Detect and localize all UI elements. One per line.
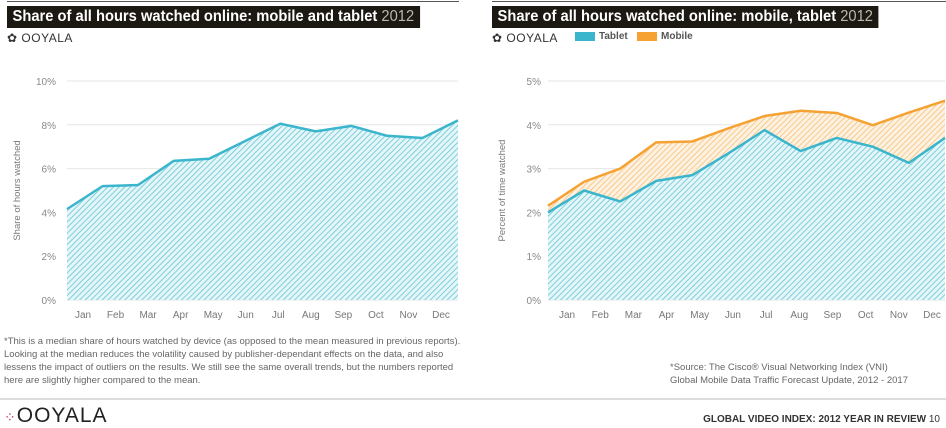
x-tick-label: Jan (559, 310, 575, 321)
source-line-1: *Source: The Cisco® Visual Networking In… (670, 362, 888, 373)
x-tick-label: Feb (107, 310, 125, 321)
footer-brand: OOYALA (16, 404, 108, 427)
y-tick-label: 2% (527, 208, 542, 219)
x-tick-label: Jul (760, 310, 773, 321)
y-tick-label: 3% (527, 165, 542, 176)
brand-text: OOYALA (21, 31, 73, 45)
divider (492, 1, 946, 2)
x-tick-label: Jul (272, 310, 285, 321)
x-tick-label: Jun (238, 310, 254, 321)
x-tick-label: Aug (302, 310, 320, 321)
right-chart: 0% 1% 2% 3% 4% 5% Percent of time watched Jan Fe… (497, 77, 946, 321)
left-chart: 0% 2% 4% 6% 8% 10% Share of hours watched Jan Fe… (12, 77, 459, 321)
right-chart-title: Share of all hours watched online: mobil… (492, 6, 879, 28)
flower-icon: ✿ (492, 31, 503, 45)
y-axis-label: Share of hours watched (12, 140, 23, 240)
x-tick-label: Nov (400, 310, 418, 321)
ooyala-logo: ✿ OOYALA (7, 31, 73, 45)
legend-label: Tablet (599, 31, 628, 42)
brand-text: OOYALA (506, 31, 558, 45)
title-text: Share of all hours watched online: mobil… (497, 8, 837, 25)
x-tick-label: Oct (368, 310, 384, 321)
y-tick-label: 0% (42, 296, 57, 307)
legend-swatch (637, 32, 657, 41)
y-tick-label: 0% (527, 296, 542, 307)
y-tick-label: 5% (527, 77, 542, 88)
line-tablet (547, 128, 946, 214)
y-tick-label: 1% (527, 252, 542, 263)
area-series (67, 120, 458, 300)
x-tick-label: Oct (858, 310, 874, 321)
x-tick-label: Mar (625, 310, 643, 321)
x-tick-label: Sep (334, 310, 352, 321)
line-series (66, 119, 459, 211)
y-tick-label: 6% (42, 165, 57, 176)
y-axis-label: Percent of time watched (497, 140, 508, 242)
title-text: Share of all hours watched online: mobil… (12, 8, 378, 25)
source-line-2: Global Mobile Data Traffic Forecast Upda… (670, 375, 908, 386)
x-tick-label: Jan (75, 310, 91, 321)
y-tick-label: 8% (42, 121, 57, 132)
area-tablet (548, 130, 945, 300)
legend-label: Mobile (661, 31, 693, 42)
x-tick-label: Feb (592, 310, 610, 321)
legend-swatch (575, 32, 595, 41)
legend-tablet: Tablet (575, 31, 628, 42)
x-tick-label: Mar (139, 310, 157, 321)
x-tick-label: Aug (790, 310, 808, 321)
x-tick-label: Dec (432, 310, 450, 321)
x-tick-label: Dec (923, 310, 941, 321)
left-chart-title: Share of all hours watched online: mobil… (7, 6, 420, 28)
footnote: *This is a median share of hours watched… (4, 336, 461, 386)
footer-report: GLOBAL VIDEO INDEX: 2012 YEAR IN REVIEW … (703, 414, 940, 425)
title-year: 2012 (840, 8, 873, 25)
line-mobile (547, 99, 946, 207)
y-tick-label: 4% (527, 121, 542, 132)
x-tick-label: Apr (173, 310, 189, 321)
page-number: 10 (928, 414, 940, 425)
footer-logo: ⁘OOYALA (4, 404, 108, 428)
area-mobile (548, 100, 945, 213)
ooyala-logo: ✿ OOYALA (492, 31, 558, 45)
x-tick-label: Apr (659, 310, 675, 321)
dots-icon: ⁘ (4, 409, 17, 425)
x-tick-label: Jun (725, 310, 741, 321)
flower-icon: ✿ (7, 31, 18, 45)
y-tick-label: 4% (42, 208, 57, 219)
y-tick-label: 2% (42, 252, 57, 263)
legend-mobile: Mobile (637, 31, 693, 42)
y-tick-label: 10% (36, 77, 56, 88)
x-tick-label: May (204, 310, 223, 321)
divider (7, 1, 459, 2)
x-tick-label: Nov (890, 310, 908, 321)
footer-divider (0, 398, 946, 400)
title-year: 2012 (381, 8, 415, 25)
x-tick-label: May (690, 310, 709, 321)
x-tick-label: Sep (824, 310, 842, 321)
report-title: GLOBAL VIDEO INDEX: 2012 YEAR IN REVIEW (703, 414, 927, 425)
